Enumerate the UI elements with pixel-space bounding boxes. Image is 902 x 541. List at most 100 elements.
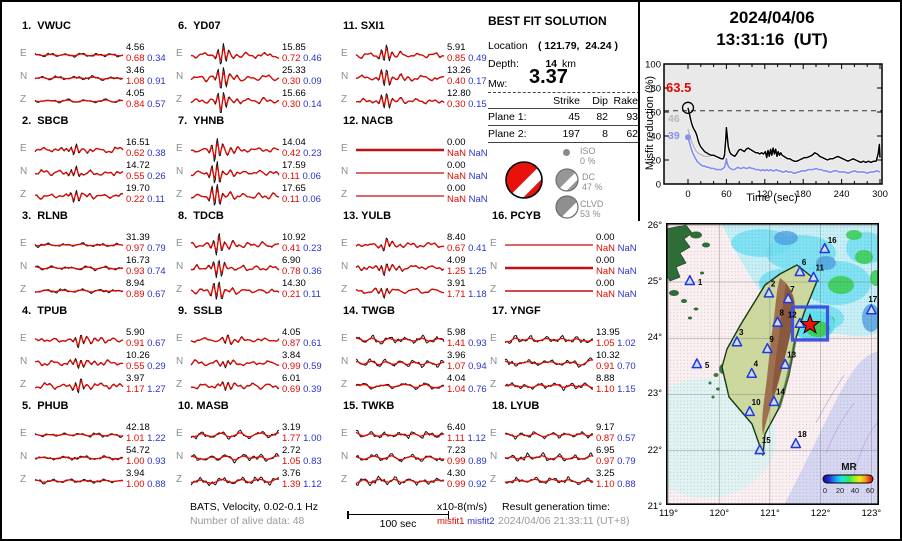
waveform-trace-plot <box>190 232 280 258</box>
trace-values: 4.56 0.68 0.34 <box>126 42 172 64</box>
station-block: 4. TPUB E 5.90 0.91 0.67 N 10.26 0.55 0.29 Z 3.9… <box>16 305 171 400</box>
amplitude-value: 4.04 <box>447 373 466 384</box>
waveform-trace-plot <box>355 183 445 209</box>
station-block: 16. PCYB E 0.00 NaN NaN N 0.00 NaN NaN Z 0.00 NaN… <box>486 210 641 305</box>
misfit2-value: 1.18 <box>468 289 487 300</box>
misfit2-value: 1.15 <box>617 384 636 395</box>
station-header: 15. TWKB <box>343 400 395 412</box>
trace-values: 10.32 0.91 0.70 <box>596 350 642 372</box>
misfit1-value: 1.08 <box>126 76 145 87</box>
misfit1-value: 0.62 <box>126 148 145 159</box>
misfit1-value: 0.91 <box>596 361 615 372</box>
misfit1-value: 0.40 <box>447 76 466 87</box>
misfit2-value: 0.49 <box>468 53 487 64</box>
misfit1-value: NaN <box>596 266 616 277</box>
waveform-trace-plot <box>34 65 124 91</box>
misfit1-value: NaN <box>447 194 467 205</box>
misfit2-value: 0.88 <box>617 479 636 490</box>
waveform-trace-plot <box>190 373 280 399</box>
svg-text:5: 5 <box>705 361 710 370</box>
svg-text:8: 8 <box>780 308 785 317</box>
amplitude-value: 3.19 <box>282 422 301 433</box>
misfit1-value: 1.05 <box>596 338 615 349</box>
misfit1-value: 0.22 <box>126 194 145 205</box>
amplitude-value: 10.26 <box>126 350 150 361</box>
trace-values: 4.05 0.87 0.61 <box>282 327 328 349</box>
amplitude-value: 5.91 <box>447 42 466 53</box>
svg-text:240: 240 <box>834 189 850 200</box>
clvd-label: CLVD 53 % <box>580 199 604 219</box>
misfit2-value: NaN <box>468 171 488 182</box>
amplitude-value: 16.51 <box>126 137 150 148</box>
waveform-trace-plot <box>190 468 280 494</box>
trace-values: 14.30 0.21 0.11 <box>282 278 328 300</box>
misfit2-value: 0.11 <box>303 289 321 300</box>
waveform-trace-plot <box>190 160 280 186</box>
waveform-trace-plot <box>504 255 594 281</box>
trace-values: 5.90 0.91 0.67 <box>126 327 172 349</box>
component-label: N <box>490 451 498 462</box>
trace-values: 13.26 0.40 0.17 <box>447 65 493 87</box>
waveform-trace-plot <box>34 42 124 68</box>
misfit1-value: 0.99 <box>447 479 466 490</box>
waveform-trace-plot <box>190 350 280 376</box>
trace-values: 4.30 0.99 0.92 <box>447 468 493 490</box>
component-label: Z <box>176 189 183 200</box>
svg-text:180: 180 <box>795 189 811 200</box>
waveform-trace-plot <box>504 327 594 353</box>
trace-values: 15.66 0.30 0.14 <box>282 88 328 110</box>
component-label: Z <box>490 379 497 390</box>
amplitude-value: 12.80 <box>447 88 471 99</box>
waveform-trace-plot <box>190 327 280 353</box>
plane2-rake: 62 <box>626 128 638 140</box>
component-label: E <box>176 48 183 59</box>
misfit2-value: 0.94 <box>468 361 487 372</box>
map-lon-label: 122° <box>810 508 831 519</box>
amplitude-value: 31.39 <box>126 232 150 243</box>
misfit1-value: 0.85 <box>447 53 466 64</box>
waveform-trace-plot <box>355 232 445 258</box>
map-lon-label: 119° <box>659 508 678 519</box>
waveform-trace-plot <box>355 468 445 494</box>
amplitude-value: 14.72 <box>126 160 150 171</box>
component-label: Z <box>20 94 27 105</box>
amplitude-value: 3.96 <box>447 350 466 361</box>
depth-value: 14 <box>545 58 557 70</box>
station-block: 9. SSLB E 4.05 0.87 0.61 N 3.84 0.99 0.59 Z 6.01… <box>172 305 327 400</box>
location-label: Location <box>488 40 528 52</box>
station-block: 15. TWKB E 6.40 1.11 1.12 N 7.23 0.99 0.89 Z 4.3… <box>337 400 492 495</box>
amplitude-value: 14.30 <box>282 278 306 289</box>
amplitude-value: 3.46 <box>126 65 145 76</box>
component-label: E <box>341 48 348 59</box>
plane1-strike: 45 <box>568 111 580 123</box>
svg-text:17: 17 <box>868 295 877 304</box>
component-label: Z <box>20 284 27 295</box>
misfit1-value: 0.99 <box>282 361 301 372</box>
station-block: 10. MASB E 3.19 1.77 1.00 N 2.72 1.05 0.83 Z 3.7… <box>172 400 327 495</box>
svg-text:10: 10 <box>752 398 761 407</box>
misfit2-value: 1.02 <box>617 338 636 349</box>
svg-text:18: 18 <box>798 430 807 439</box>
waveform-trace-plot <box>504 422 594 448</box>
trace-values: 0.00 NaN NaN <box>596 255 642 277</box>
waveform-trace-plot <box>34 278 124 304</box>
misfit1-value: 0.42 <box>282 148 301 159</box>
svg-text:80: 80 <box>650 84 661 95</box>
component-label: N <box>176 71 184 82</box>
taiwan-station-map: 1 2 3 4 5 6 7 8 9 10 11 12 13 14 15 16 17 18 MR 0 20 40 60 <box>666 223 879 505</box>
waveform-trace-plot <box>355 278 445 304</box>
map-lat-label: 21° <box>647 500 662 512</box>
misfit1-value: 1.07 <box>447 361 466 372</box>
trace-values: 4.04 1.04 0.76 <box>447 373 493 395</box>
component-label: E <box>20 333 27 344</box>
svg-text:0: 0 <box>656 180 661 191</box>
misfit1-value: 1.10 <box>596 384 615 395</box>
component-label: E <box>341 333 348 344</box>
waveform-trace-plot <box>190 255 280 281</box>
plane1-dip: 82 <box>596 111 608 123</box>
trace-values: 17.59 0.11 0.06 <box>282 160 328 182</box>
waveform-trace-plot <box>34 232 124 258</box>
misfit1-value: 1.00 <box>126 456 145 467</box>
stations-waveform-grid: 1. VWUC E 4.56 0.68 0.34 N 3.46 1.08 0.91 Z 4.05… <box>2 2 642 539</box>
